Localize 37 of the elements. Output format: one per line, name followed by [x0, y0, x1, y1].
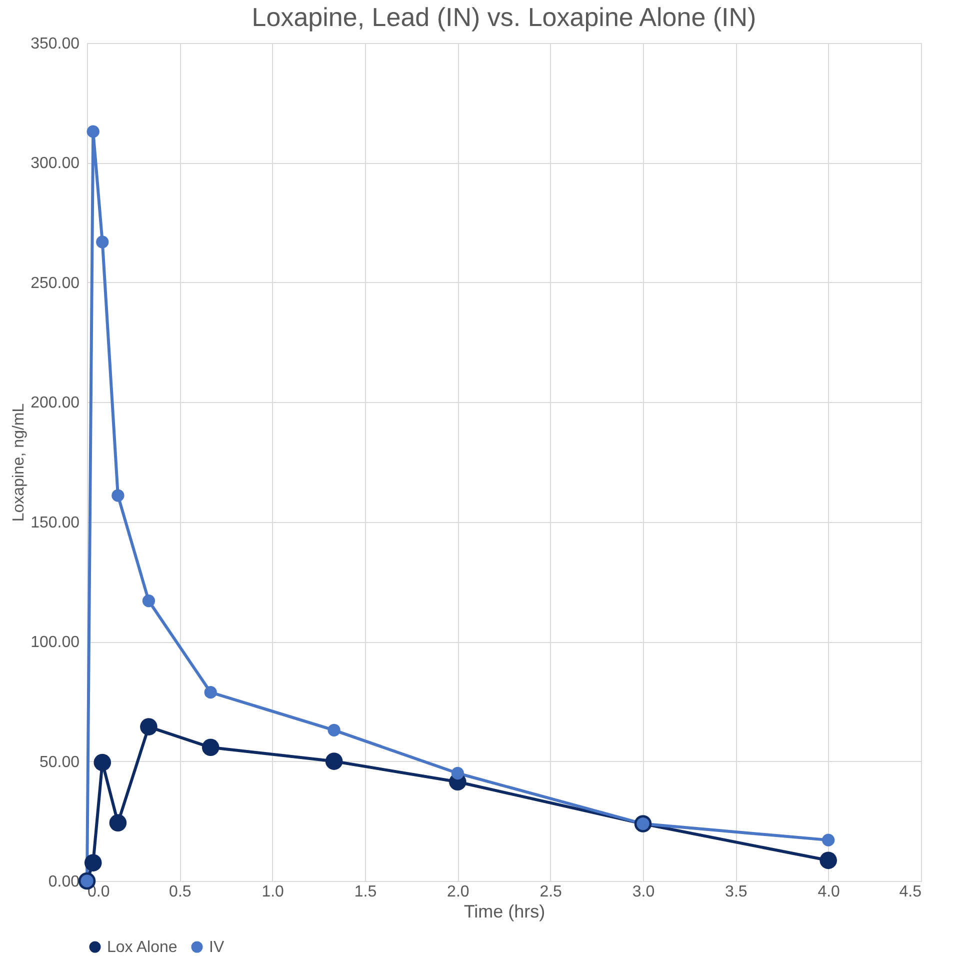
- point: [84, 854, 102, 872]
- x-tick-label: 4.5: [899, 884, 922, 900]
- x-tick-label: 1.0: [262, 884, 284, 900]
- x-tick-label: 2.5: [540, 884, 562, 900]
- point: [202, 738, 220, 756]
- y-tick-label: 300.00: [30, 155, 80, 172]
- point: [204, 686, 217, 699]
- point: [451, 766, 464, 780]
- point: [328, 724, 340, 736]
- point: [142, 594, 156, 608]
- legend-label: Lox Alone: [107, 939, 178, 956]
- point: [109, 814, 127, 832]
- x-tick-label: 3.0: [632, 884, 655, 900]
- point: [822, 834, 835, 846]
- x-axis-title: Time (hrs): [464, 902, 546, 922]
- x-tick-label: 2.0: [447, 884, 470, 900]
- y-tick-label: 350.00: [30, 36, 80, 52]
- chart-title: Loxapine, Lead (IN) vs. Loxapine Alone (IN): [252, 2, 756, 32]
- x-tick-label: 3.5: [725, 884, 748, 900]
- y-tick-label: 150.00: [30, 514, 80, 532]
- x-tick-label: 0.5: [169, 884, 192, 900]
- y-tick-label: 0.00: [48, 874, 80, 890]
- x-tick-label: 1.5: [354, 884, 377, 900]
- x-tick-label: 4.0: [818, 884, 840, 900]
- point: [140, 718, 158, 736]
- y-axis-title: Loxapine, ng/mL: [10, 403, 28, 522]
- y-tick-label: 200.00: [30, 394, 80, 412]
- y-tick-label: 50.00: [39, 754, 80, 771]
- legend-label: IV: [209, 939, 224, 956]
- point: [86, 125, 100, 138]
- point: [325, 752, 343, 770]
- point: [94, 754, 112, 772]
- point: [820, 852, 837, 870]
- y-tick-label: 250.00: [30, 274, 80, 292]
- point: [96, 236, 109, 248]
- y-tick-label: 100.00: [30, 634, 80, 652]
- point: [112, 489, 124, 502]
